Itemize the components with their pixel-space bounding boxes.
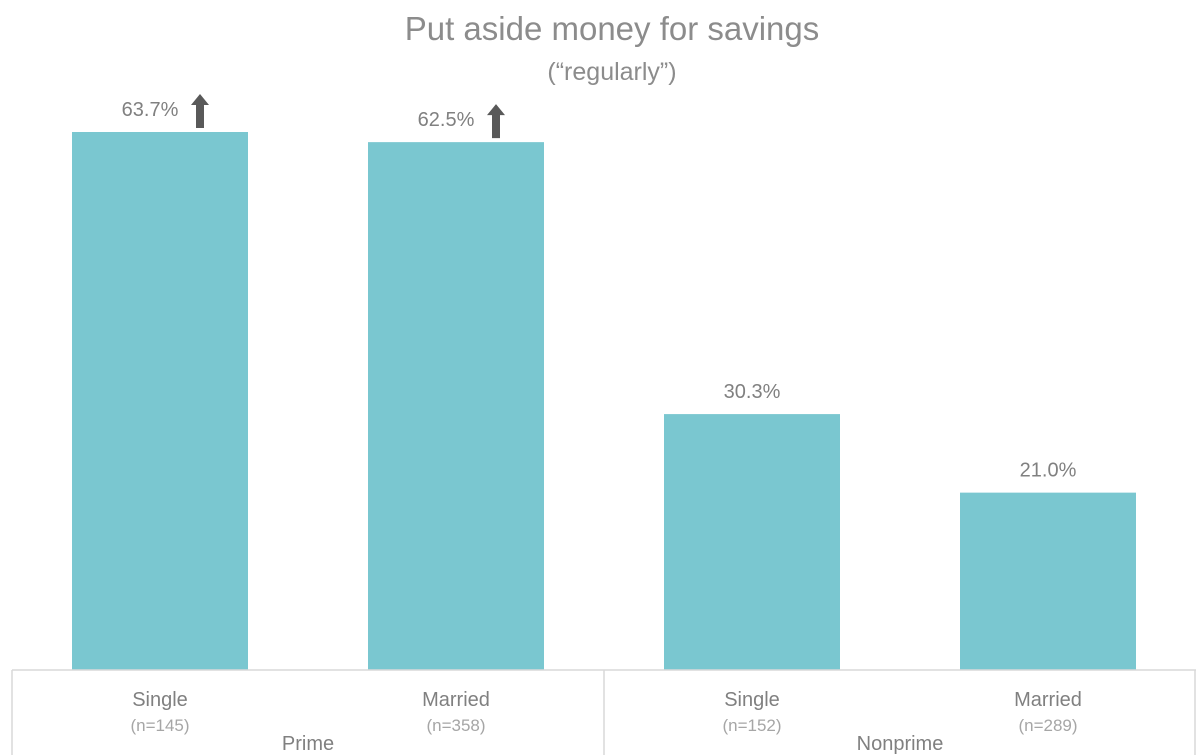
category-label-0: Single (132, 689, 188, 711)
group-label-1: Nonprime (857, 733, 944, 755)
bar-0 (72, 132, 248, 670)
data-labels-layer: 63.7% 62.5% 30.3% 21.0% (122, 94, 1077, 482)
sample-size-label-2: (n=152) (722, 716, 781, 735)
up-arrow-icon-0 (191, 94, 209, 128)
chart-title: Put aside money for savings (405, 10, 820, 47)
category-label-1: Married (422, 689, 490, 711)
category-label-3: Married (1014, 689, 1082, 711)
category-label-2: Single (724, 689, 780, 711)
category-axis: Single (n=145) Married (n=358) Single (n=152)… (11, 669, 1196, 755)
sample-size-label-0: (n=145) (130, 716, 189, 735)
bar-2 (664, 414, 840, 670)
up-arrow-icon-1 (487, 104, 505, 139)
data-label-0: 63.7% (122, 99, 179, 121)
bar-1 (368, 142, 544, 670)
group-label-0: Prime (282, 733, 334, 755)
sample-size-label-3: (n=289) (1018, 716, 1077, 735)
data-label-1: 62.5% (418, 109, 475, 131)
data-label-2: 30.3% (724, 381, 781, 403)
sample-size-label-1: (n=358) (426, 716, 485, 735)
bars-layer (72, 132, 1136, 670)
data-label-3: 21.0% (1020, 460, 1077, 482)
bar-3 (960, 492, 1136, 670)
chart-subtitle: (“regularly”) (547, 58, 676, 86)
